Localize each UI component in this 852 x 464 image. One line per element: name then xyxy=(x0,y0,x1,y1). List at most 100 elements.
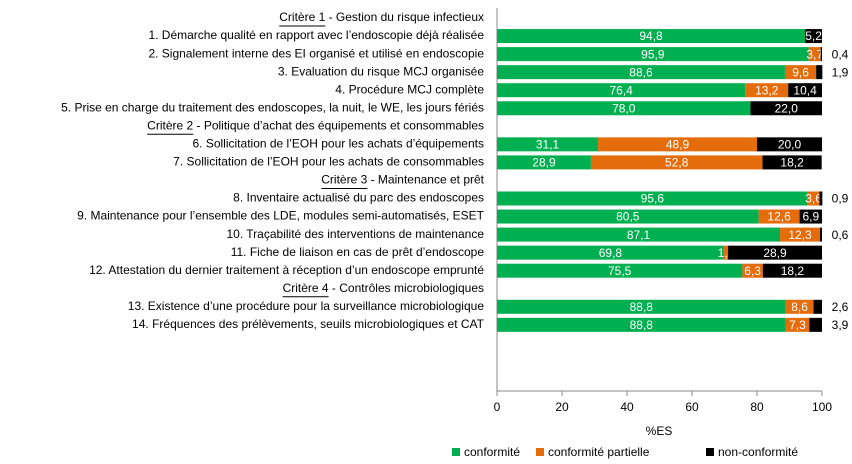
legend-label: non-conformité xyxy=(718,445,798,459)
data-label: 9,6 xyxy=(792,65,809,79)
bar-segment xyxy=(784,65,817,80)
bar-segment xyxy=(497,299,786,314)
data-label: 0,4 xyxy=(832,47,849,61)
data-label: 7,3 xyxy=(789,318,806,332)
category-label: 5. Prise en charge du traitement des end… xyxy=(61,100,484,114)
data-label: 28,9 xyxy=(532,156,556,170)
data-label: 3,7 xyxy=(806,47,823,61)
bar-segment xyxy=(820,47,822,62)
category-label: 3. Evaluation du risque MCJ organisée xyxy=(278,64,484,78)
data-label: 8,6 xyxy=(791,300,808,314)
category-label: 2. Signalement interne des EI organisé e… xyxy=(148,46,484,60)
data-label: 76,4 xyxy=(609,83,633,97)
bar-segment xyxy=(750,101,822,116)
bar-segment xyxy=(808,47,821,62)
data-label: 3,6 xyxy=(805,192,822,206)
data-label: 75,5 xyxy=(608,264,632,278)
data-label: 20,0 xyxy=(778,138,802,152)
bar-segment xyxy=(728,245,822,260)
bar-segment xyxy=(497,137,599,152)
data-label: 5,2 xyxy=(805,29,822,43)
bar-segment xyxy=(762,155,822,170)
bar-segment xyxy=(785,299,814,314)
data-label: 13,2 xyxy=(755,83,779,97)
data-label: 6,3 xyxy=(744,264,761,278)
data-label: 88,8 xyxy=(630,318,654,332)
bar-segment xyxy=(723,245,729,260)
category-label: 1. Démarche qualité en rapport avec l’en… xyxy=(148,28,484,42)
data-label: 88,6 xyxy=(629,65,653,79)
category-label: 4. Procédure MCJ complète xyxy=(335,82,484,96)
legend-label: conformité partielle xyxy=(548,445,650,459)
legend-swatch xyxy=(536,448,544,456)
bar-segment xyxy=(788,83,822,98)
bar-segment xyxy=(758,209,800,224)
criterion-header: Critère 4 - Contrôles microbiologiques xyxy=(283,281,484,295)
bar-segment xyxy=(497,245,724,260)
data-label: 3,9 xyxy=(832,318,849,332)
data-label: 12,3 xyxy=(788,228,812,242)
data-label: 95,9 xyxy=(641,47,665,61)
x-tick-label: 20 xyxy=(555,400,569,414)
data-label: 2,6 xyxy=(832,300,849,314)
bar-segment xyxy=(809,317,822,332)
category-label: 7. Sollicitation de l’EOH pour les achat… xyxy=(173,155,484,169)
data-label: 69,8 xyxy=(599,246,623,260)
bar-segment xyxy=(497,191,808,206)
bar-segment xyxy=(757,137,822,152)
bar-segment xyxy=(813,299,822,314)
data-label: 78,0 xyxy=(612,101,636,115)
legend-swatch xyxy=(452,448,460,456)
bar-segment xyxy=(497,83,746,98)
bar-segment xyxy=(762,263,822,278)
legend-swatch xyxy=(706,448,714,456)
data-label: 6,9 xyxy=(802,210,819,224)
category-label: 9. Maintenance pour l’ensemble des LDE, … xyxy=(77,209,485,223)
category-label: 10. Traçabilité des interventions de mai… xyxy=(227,227,485,241)
category-label: 12. Attestation du dernier traitement à … xyxy=(89,263,484,277)
bar-segment xyxy=(497,155,591,170)
bar-segment xyxy=(497,209,759,224)
data-label: 88,8 xyxy=(630,300,654,314)
bar-segment xyxy=(780,227,821,242)
category-label: 8. Inventaire actualisé du parc des endo… xyxy=(233,191,484,205)
bar-segment xyxy=(807,191,820,206)
bar-segment xyxy=(745,83,789,98)
bar-segment xyxy=(742,263,763,278)
data-label: 87,1 xyxy=(627,228,651,242)
bar-segment xyxy=(816,65,823,80)
bar-segment xyxy=(497,101,751,116)
data-label: 12,6 xyxy=(767,210,791,224)
bar-segment xyxy=(785,317,810,332)
bar-segment xyxy=(497,65,785,80)
bar-segment xyxy=(497,227,781,242)
bar-segment xyxy=(497,47,809,62)
bar-segment xyxy=(590,155,763,170)
data-label: 95,6 xyxy=(641,192,665,206)
bar-segment xyxy=(497,263,743,278)
x-axis-label: %ES xyxy=(646,424,673,438)
data-label: 0,6 xyxy=(832,228,849,242)
data-label: 48,9 xyxy=(666,138,690,152)
x-tick-label: 100 xyxy=(812,400,832,414)
category-label: 6. Sollicitation de l’EOH pour les achat… xyxy=(193,137,485,151)
data-label: 0,9 xyxy=(832,192,849,206)
bar-segment xyxy=(819,191,823,206)
category-label: 13. Existence d’une procédure pour la su… xyxy=(128,299,485,313)
data-label: 18,2 xyxy=(780,156,804,170)
legend-label: conformité xyxy=(464,445,520,459)
category-label: 14. Fréquences des prélèvements, seuils … xyxy=(132,317,485,331)
data-label: 28,9 xyxy=(763,246,787,260)
bar-segment xyxy=(497,29,806,44)
x-tick-label: 60 xyxy=(685,400,699,414)
bar-segment xyxy=(799,209,822,224)
data-label: 52,8 xyxy=(665,156,689,170)
data-label: 22,0 xyxy=(775,101,799,115)
data-label: 94,8 xyxy=(639,29,663,43)
x-tick-label: 80 xyxy=(750,400,764,414)
data-label: 80,5 xyxy=(616,210,640,224)
x-tick-label: 40 xyxy=(620,400,634,414)
data-label: 1,9 xyxy=(832,65,849,79)
category-label: 11. Fiche de liaison en cas de prêt d’en… xyxy=(231,245,485,259)
